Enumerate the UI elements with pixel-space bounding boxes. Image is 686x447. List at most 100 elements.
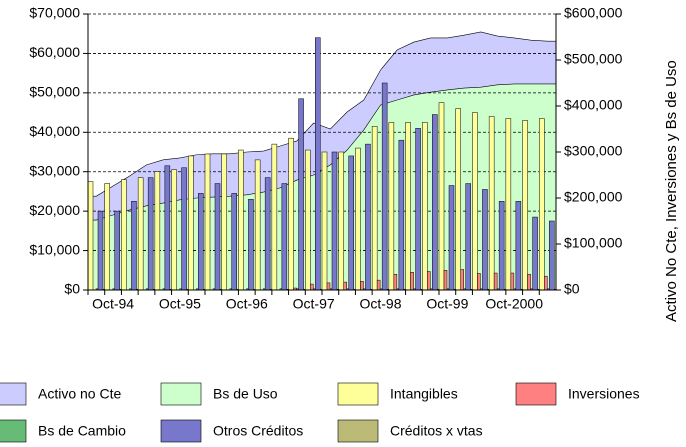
bar [114,210,120,291]
legend-swatch [337,382,379,406]
bar [549,220,555,291]
bar [410,272,414,291]
y-tick-label: $0 [64,281,80,297]
bar [104,183,110,291]
bar [539,118,545,291]
bar [498,201,505,291]
y2-tick-label: $500,000 [564,51,623,67]
y-tick-label: $10,000 [29,241,80,257]
bar [97,210,104,291]
x-tick-label: Oct-2000 [485,296,543,312]
x-tick-label: Oct-97 [293,296,335,312]
legend-label: Otros Créditos [213,423,303,439]
bar [147,177,154,291]
legend-swatch [337,419,379,443]
bar [331,151,338,291]
y2-tick-label: $200,000 [564,189,623,205]
bar [515,201,522,291]
bar [87,181,94,291]
bar [131,201,137,291]
y-tick-label: $60,000 [29,44,80,60]
legend-label: Inversiones [568,386,640,402]
legend-label: Intangibles [390,386,458,402]
bar [532,216,538,291]
y2-axis-label: Activo No Cte, Inversiones y Bs de Uso [663,60,680,322]
x-tick-label: Oct-94 [92,296,134,312]
x-tick-label: Oct-98 [359,296,401,312]
y2-tick-label: $100,000 [564,235,623,251]
legend-swatch [515,382,557,406]
y-tick-label: $50,000 [29,84,80,100]
bar [343,281,347,291]
bar [288,137,294,291]
bar [482,189,488,291]
bar [460,269,464,291]
bar [477,273,481,291]
bar [164,165,171,291]
bar [238,149,244,291]
legend-swatch [160,382,202,406]
bar [465,183,471,291]
bar [326,282,331,291]
y-tick-label: $70,000 [29,5,80,21]
bar [432,114,438,291]
bar [214,183,221,291]
bar [522,120,528,291]
y2-tick-label: $300,000 [564,143,623,159]
legend-swatch [160,419,202,443]
bar [360,281,364,291]
bar [438,102,445,291]
legend-label: Bs de Cambio [38,423,126,439]
bar [188,155,194,291]
bar [365,143,371,291]
y2-tick-label: $400,000 [564,97,623,113]
y2-tick-label: $600,000 [564,5,623,21]
y-tick-label: $30,000 [29,162,80,178]
bar [264,177,271,291]
bar [427,271,431,291]
y-tick-label: $40,000 [29,123,80,139]
bar [488,116,495,291]
legend-swatch [0,419,27,443]
bar [510,272,515,291]
bar [388,122,395,291]
bar [198,193,204,291]
bar [154,171,161,291]
bar [472,112,478,291]
legend-label: Bs de Uso [213,386,278,402]
bar [137,177,144,291]
y2-tick-label: $0 [564,281,580,297]
bar [443,270,448,291]
bar [315,37,321,291]
bar [171,169,177,291]
bar [221,153,227,291]
bar [121,179,127,291]
bar [181,167,187,291]
bar [422,122,428,291]
bar [338,151,344,291]
bar [248,199,254,291]
bar [527,273,531,291]
y-tick-label: $20,000 [29,202,80,218]
bar [271,143,278,291]
bar [281,183,288,291]
x-tick-label: Oct-99 [426,296,468,312]
bar [398,139,405,291]
bar [393,273,398,291]
bar [298,98,304,291]
bar [231,193,237,291]
bar [381,82,388,291]
bar [493,272,498,291]
bar [355,147,361,291]
bar [544,275,548,291]
bar [348,155,354,291]
x-tick-label: Oct-96 [226,296,268,312]
bar [310,283,314,291]
legend-label: Activo no Cte [38,386,121,402]
x-tick-label: Oct-95 [159,296,201,312]
bar [455,108,461,291]
bar [321,151,328,291]
bar [371,126,378,291]
